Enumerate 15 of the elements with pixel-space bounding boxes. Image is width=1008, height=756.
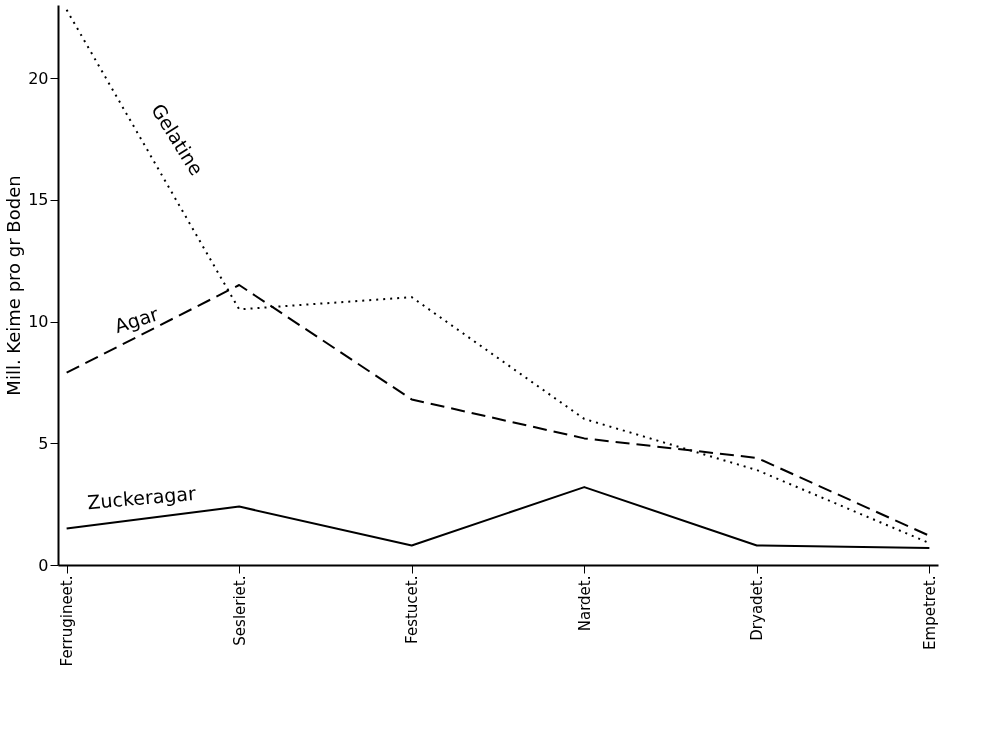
- y-tick-label: 15: [28, 190, 49, 210]
- y-tick-label: 10: [28, 312, 49, 332]
- x-tick-label: Festucet.: [403, 575, 422, 644]
- series-label: Zuckeragar: [86, 481, 197, 514]
- y-axis-title: Mill. Keime pro gr Boden: [3, 175, 25, 396]
- y-tick-label: 5: [38, 433, 49, 453]
- y-tick-label: 20: [28, 68, 49, 88]
- x-tick-label: Nardet.: [575, 575, 594, 632]
- x-tick-label: Sesleriet.: [230, 575, 249, 646]
- x-tick-label: Empetret.: [920, 575, 939, 650]
- x-tick-label: Ferrugineet.: [58, 575, 77, 667]
- line-series: [65, 486, 931, 549]
- y-tick-label: 0: [38, 555, 49, 575]
- x-tick-label: Dryadet.: [748, 575, 767, 641]
- text: Agar: [111, 302, 162, 338]
